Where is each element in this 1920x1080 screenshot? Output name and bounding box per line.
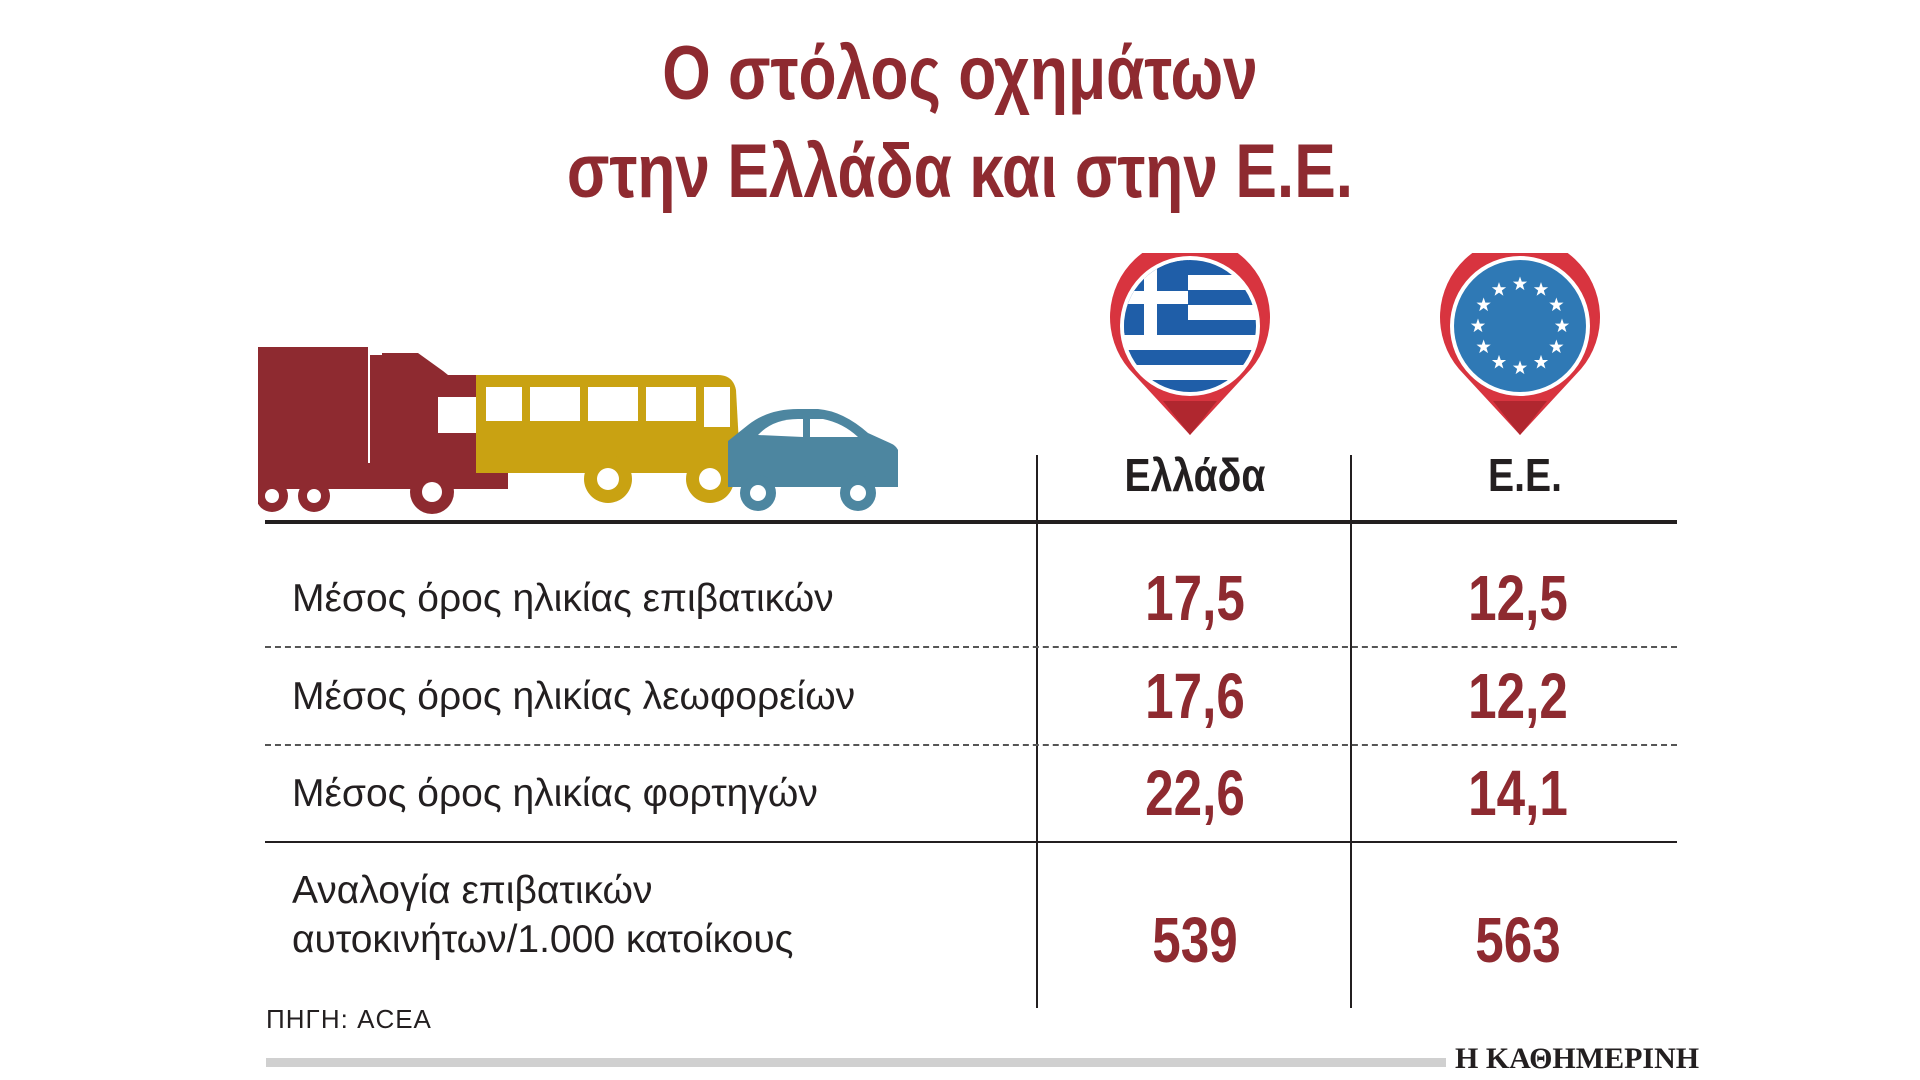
vehicles-illustration xyxy=(258,347,898,514)
eu-star-icon xyxy=(1470,318,1486,333)
value-greece-cars-ratio: 539 xyxy=(1152,904,1238,976)
value-eu-cars-ratio: 563 xyxy=(1475,904,1561,976)
eu-star-icon xyxy=(1491,282,1507,296)
eu-star-icon xyxy=(1549,339,1564,354)
greece-flag-pin-icon xyxy=(1110,253,1270,435)
eu-star-icon xyxy=(1512,276,1528,291)
value-greece-trucks-age: 22,6 xyxy=(1145,757,1245,829)
eu-star-icon xyxy=(1476,297,1491,312)
eu-star-icon xyxy=(1554,318,1570,333)
eu-star-icon xyxy=(1491,354,1507,369)
row-label-cars-ratio-line-2: αυτοκινήτων/1.000 κατοίκους xyxy=(292,918,794,961)
row-label-buses-age: Μέσος όρος ηλικίας λεωφορείων xyxy=(292,675,856,718)
row-divider-2 xyxy=(265,744,1677,746)
value-eu-trucks-age: 14,1 xyxy=(1468,757,1568,829)
row-divider-3 xyxy=(265,841,1677,843)
source-note: ΠΗΓΗ: ACEA xyxy=(266,1004,432,1034)
value-greece-cars-age: 17,5 xyxy=(1145,562,1245,634)
footer-bar xyxy=(266,1058,1446,1067)
car-icon xyxy=(728,409,898,511)
column-divider-1 xyxy=(1036,455,1038,1008)
row-label-trucks-age: Μέσος όρος ηλικίας φορτηγών xyxy=(292,772,818,815)
chart-title-line-1: Ο στόλος οχημάτων xyxy=(662,31,1258,116)
column-header-eu: Ε.Ε. xyxy=(1488,449,1562,501)
eu-star-icon xyxy=(1533,282,1549,296)
eu-flag-pin-icon xyxy=(1440,253,1600,435)
chart-title-line-2: στην Ελλάδα και στην Ε.Ε. xyxy=(566,129,1354,214)
row-divider-1 xyxy=(265,646,1677,648)
row-label-cars-ratio-line-1: Αναλογία επιβατικών xyxy=(292,869,653,912)
truck-icon xyxy=(258,347,508,514)
value-eu-cars-age: 12,5 xyxy=(1468,562,1568,634)
eu-star-icon xyxy=(1512,360,1528,375)
eu-star-icon xyxy=(1476,339,1491,354)
column-header-greece: Ελλάδα xyxy=(1124,449,1266,501)
bus-icon xyxy=(476,375,740,503)
value-eu-buses-age: 12,2 xyxy=(1468,660,1568,732)
column-divider-2 xyxy=(1350,455,1352,1008)
row-label-cars-age: Μέσος όρος ηλικίας επιβατικών xyxy=(292,577,834,620)
value-greece-buses-age: 17,6 xyxy=(1145,660,1245,732)
eu-star-icon xyxy=(1533,354,1549,369)
eu-star-icon xyxy=(1549,297,1564,312)
publisher-logo: Η ΚΑΘΗΜΕΡΙΝΗ xyxy=(1455,1042,1700,1075)
header-rule xyxy=(265,520,1677,524)
